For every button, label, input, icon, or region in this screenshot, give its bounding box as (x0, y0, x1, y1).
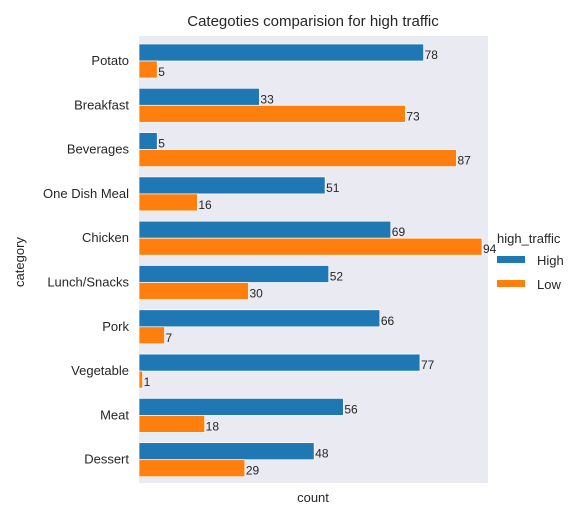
bar-breakfast-high (138, 87, 260, 106)
data-label-breakfast-low: 73 (406, 109, 420, 123)
data-label-pork-low: 7 (166, 331, 173, 345)
bar-lunch-snacks-low (138, 282, 249, 300)
category-label-beverages: Beverages (67, 142, 130, 157)
data-label-one-dish-meal-high: 51 (326, 181, 340, 195)
category-label-pork: Pork (102, 319, 129, 334)
bar-group (138, 43, 483, 478)
bar-meat-high (138, 398, 344, 416)
category-label-dessert: Dessert (84, 452, 129, 467)
bar-pork-high (138, 309, 381, 328)
category-label-meat: Meat (100, 407, 129, 422)
data-label-pork-high: 66 (381, 314, 395, 328)
x-axis-label: count (297, 490, 329, 505)
legend-title: high_traffic (497, 231, 561, 246)
legend-label-low: Low (537, 277, 561, 292)
data-label-one-dish-meal-low: 16 (198, 198, 212, 212)
bar-vegetable-high (138, 353, 421, 372)
data-label-breakfast-high: 33 (260, 92, 274, 106)
category-label-potato: Potato (91, 53, 129, 68)
bar-chicken-high (138, 220, 392, 239)
data-label-chicken-high: 69 (392, 225, 406, 239)
data-label-dessert-low: 29 (246, 464, 260, 478)
data-label-meat-low: 18 (206, 419, 220, 433)
bar-beverages-low (138, 149, 457, 167)
bar-dessert-low (138, 459, 246, 478)
legend-swatch-high (497, 256, 525, 263)
category-label-breakfast: Breakfast (74, 97, 129, 112)
legend-swatch-low (497, 280, 525, 287)
bar-one-dish-meal-high (138, 176, 326, 195)
data-label-meat-high: 56 (344, 402, 358, 416)
bar-pork-low (138, 326, 165, 345)
data-label-lunch-snacks-low: 30 (249, 287, 263, 301)
data-label-beverages-low: 87 (457, 154, 471, 168)
legend-label-high: High (537, 253, 564, 268)
bar-potato-high (138, 43, 424, 62)
bar-vegetable-low (138, 370, 143, 389)
data-label-beverages-high: 5 (158, 137, 165, 151)
bar-chicken-low (138, 237, 483, 256)
chart-title: Categoties comparision for high traffic (187, 13, 439, 30)
category-labels: Potato Breakfast Beverages One Dish Meal Chi… (43, 53, 129, 467)
bar-potato-low (138, 60, 158, 79)
y-axis-label: category (12, 237, 27, 287)
category-label-one-dish-meal: One Dish Meal (43, 186, 129, 201)
legend: high_traffic High Low (497, 231, 564, 292)
bar-lunch-snacks-high (138, 265, 330, 283)
category-label-lunch-snacks: Lunch/Snacks (47, 275, 129, 290)
data-label-vegetable-low: 1 (144, 375, 151, 389)
category-label-chicken: Chicken (82, 230, 129, 245)
bar-breakfast-low (138, 104, 406, 123)
data-label-dessert-high: 48 (315, 447, 329, 461)
bar-beverages-high (138, 132, 158, 150)
data-label-chicken-low: 94 (483, 242, 497, 256)
bar-dessert-high (138, 442, 315, 461)
bar-meat-low (138, 415, 206, 433)
data-label-lunch-snacks-high: 52 (330, 270, 344, 284)
category-label-vegetable: Vegetable (71, 363, 129, 378)
data-label-vegetable-high: 77 (421, 358, 435, 372)
bar-one-dish-meal-low (138, 193, 198, 212)
data-label-potato-high: 78 (425, 48, 439, 62)
data-label-potato-low: 5 (158, 65, 165, 79)
